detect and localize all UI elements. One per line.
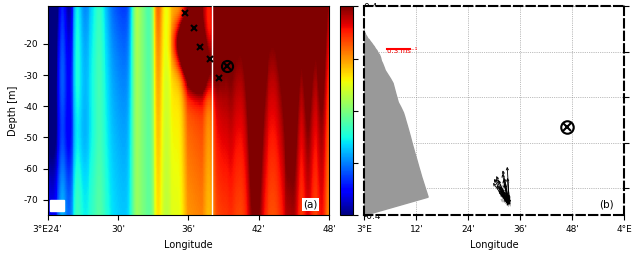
X-axis label: Longitude: Longitude [470,240,519,250]
Y-axis label: Depth [m]: Depth [m] [8,86,18,136]
Text: (b): (b) [600,199,614,209]
Text: 0.3 ms⁻¹: 0.3 ms⁻¹ [387,48,417,54]
Text: (a): (a) [304,199,318,209]
Bar [49,200,64,211]
X-axis label: Longitude: Longitude [164,240,213,250]
Polygon shape [365,32,428,215]
